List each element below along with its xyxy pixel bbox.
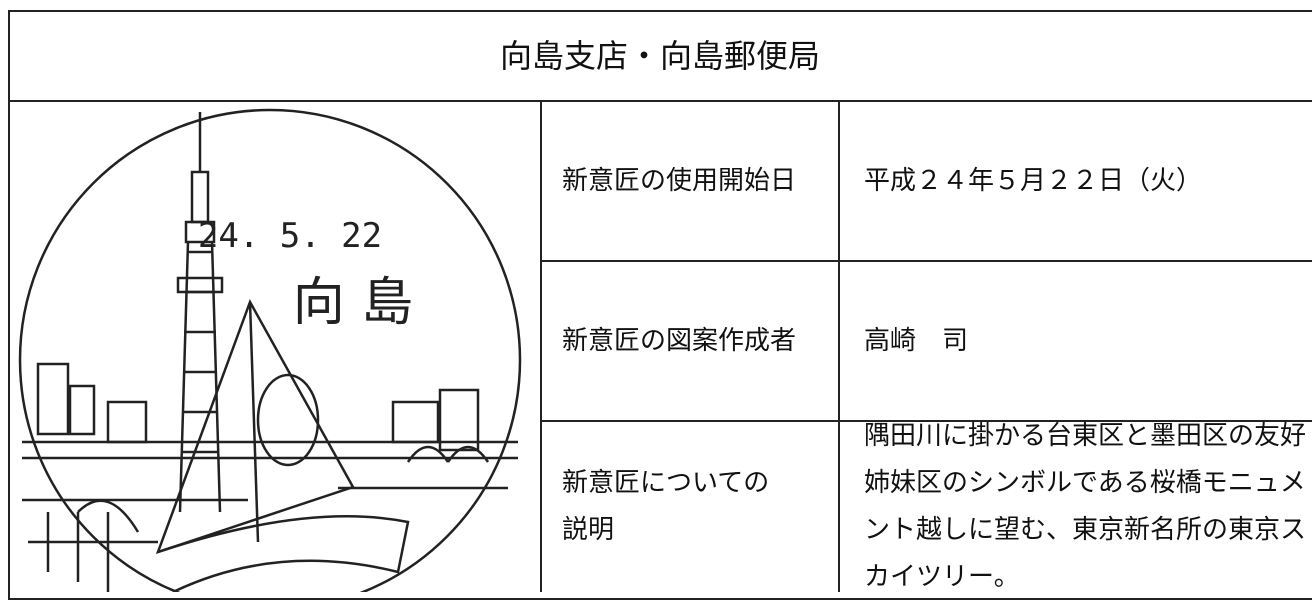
value-text: 隅田川に掛かる台東区と墨田区の友好姉妹区のシンボルである桜橋モニュメント越しに望… <box>864 421 1307 592</box>
label-text: 新意匠の使用開始日 <box>562 158 796 205</box>
label-line: 新意匠の図案作成者 <box>562 325 797 356</box>
rule <box>838 100 840 592</box>
value-text: 高崎 司 <box>864 325 969 356</box>
label-line: 新意匠についての <box>562 468 770 498</box>
rule <box>540 420 1312 422</box>
label-text: 新意匠についての 説明 <box>562 460 769 554</box>
row-value: 高崎 司 <box>840 262 1312 420</box>
stamp-illustration: 24. 5. 22 向 島 <box>18 108 522 592</box>
title: 向島支店・向島郵便局 <box>499 36 820 75</box>
rule <box>8 100 1312 102</box>
label-text: 新意匠の図案作成者 <box>562 318 796 365</box>
row-label: 新意匠の図案作成者 <box>542 262 838 420</box>
value-text: 平成２４年５月２２日（火） <box>864 165 1203 196</box>
stamp-name: 向 島 <box>293 273 414 333</box>
rule <box>540 260 1312 262</box>
row-value: 平成２４年５月２２日（火） <box>840 102 1312 260</box>
rule <box>540 100 542 592</box>
label-line: 新意匠の使用開始日 <box>562 165 797 196</box>
row-label: 新意匠の使用開始日 <box>542 102 838 260</box>
label-line: 説明 <box>562 515 615 545</box>
row-value: 隅田川に掛かる台東区と墨田区の友好姉妹区のシンボルである桜橋モニュメント越しに望… <box>840 421 1312 592</box>
row-label: 新意匠についての 説明 <box>542 422 838 592</box>
stamp-date: 24. 5. 22 <box>198 216 382 256</box>
